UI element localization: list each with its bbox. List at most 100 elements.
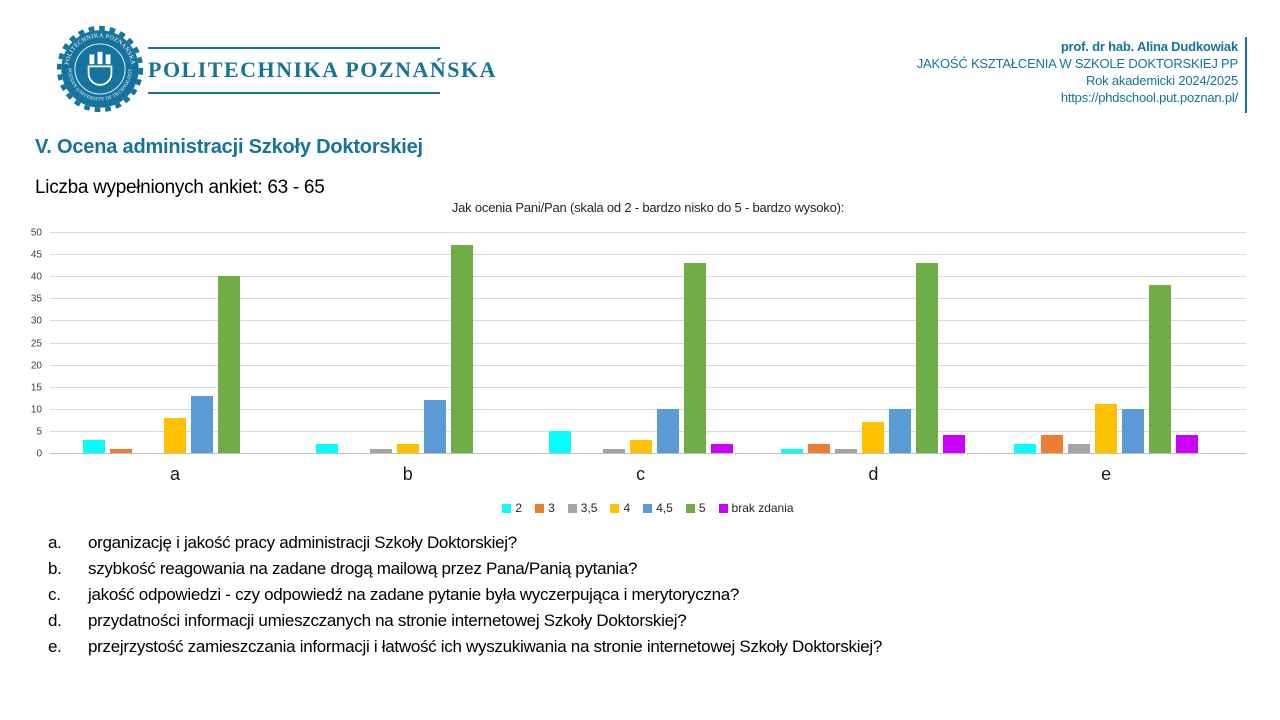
legend-item-4: 4 [610, 501, 630, 515]
university-seal-logo: POLITECHNIKA POZNAŃSKA POZNAN UNIVERSITY… [56, 25, 144, 113]
bar-d-2 [781, 448, 804, 453]
bar-e-3-5 [1068, 444, 1091, 453]
legend-label: 4 [623, 501, 631, 515]
legend-swatch-icon [502, 503, 512, 513]
legend-label: 5 [698, 501, 706, 515]
author-name: prof. dr hab. Alina Dudkowiak [1060, 39, 1238, 54]
question-row-d: d. przydatności informacji umieszczanych … [48, 608, 1248, 634]
chart-title: Jak ocenia Pani/Pan (skala od 2 - bardzo… [451, 200, 845, 215]
gridline-15 [50, 386, 1246, 388]
bar-e-4-5 [1122, 408, 1145, 453]
y-tick-label-40: 40 [30, 271, 42, 283]
seal-crest-icon [87, 51, 113, 86]
question-row-e: e. przejrzystość zamieszczania informacji… [48, 634, 1248, 660]
legend-item-brak-zdania: brak zdania [718, 501, 794, 515]
course-title: JAKOŚĆ KSZTAŁCENIA W SZKOLE DOKTORSKIEJ … [916, 56, 1238, 71]
chart-x-axis: a b c d e [50, 464, 1246, 488]
gridline-50 [50, 232, 1246, 233]
gridline-0 [50, 453, 1246, 454]
legend-swatch-icon [610, 503, 620, 513]
header-info: prof. dr hab. Alina Dudkowiak JAKOŚĆ KSZ… [917, 38, 1238, 106]
bar-e-5 [1149, 285, 1172, 453]
gridline-5 [50, 430, 1246, 432]
bar-e-3 [1041, 435, 1064, 453]
bar-d-3 [808, 444, 831, 453]
legend-swatch-icon [718, 503, 728, 513]
y-tick-label-5: 5 [36, 426, 42, 438]
bar-a-4-5 [191, 395, 213, 453]
x-category-label-a: a [169, 464, 180, 484]
question-text: organizację i jakość pracy administracji… [88, 533, 517, 552]
y-tick-label-0: 0 [36, 448, 42, 460]
legend-swatch-icon [535, 503, 545, 513]
x-category-label-d: d [868, 464, 879, 484]
y-tick-label-10: 10 [30, 404, 42, 416]
x-category-label-b: b [402, 464, 413, 484]
question-label: a. [48, 533, 62, 552]
bar-d-brak-zdania [943, 435, 966, 453]
bar-b-4 [396, 444, 419, 453]
legend-item-3-5: 3,5 [567, 501, 598, 515]
legend-item-4-5: 4,5 [643, 501, 673, 515]
question-row-b: b. szybkość reagowania na zadane drogą ma… [48, 556, 1248, 582]
question-label: e. [48, 637, 62, 656]
gridline-10 [50, 408, 1246, 410]
legend-label: 3,5 [580, 501, 598, 515]
legend-label: 3 [548, 501, 555, 515]
legend-item-5: 5 [685, 501, 706, 515]
school-url-link[interactable]: https://phdschool.put.poznan.pl/ [1060, 90, 1238, 105]
bar-e-4 [1095, 404, 1118, 453]
chart-legend: 2 3 3,5 4 4,5 5 brak zdania [50, 501, 1246, 515]
gridline-40 [50, 276, 1246, 278]
bar-c-2 [548, 430, 571, 453]
bar-c-5 [683, 262, 706, 453]
legend-label: 4,5 [656, 501, 673, 515]
y-tick-label-30: 30 [30, 315, 42, 327]
bar-c-4 [629, 439, 652, 453]
header-divider [1245, 37, 1247, 113]
y-tick-label-15: 15 [30, 382, 42, 394]
bar-a-2 [83, 439, 105, 453]
bar-e-2 [1014, 444, 1037, 453]
legend-swatch-icon [685, 503, 695, 513]
bar-d-4-5 [889, 408, 912, 453]
bar-b-2 [315, 444, 338, 453]
survey-count-text: Liczba wypełnionych ankiet: 63 - 65 [35, 177, 325, 198]
bar-d-5 [916, 262, 939, 453]
gridline-35 [50, 298, 1246, 300]
bar-b-4-5 [423, 399, 446, 453]
legend-swatch-icon [643, 503, 653, 513]
gridline-20 [50, 364, 1246, 366]
bar-b-3-5 [369, 448, 392, 453]
legend-item-3: 3 [535, 501, 555, 515]
y-tick-label-35: 35 [30, 293, 42, 305]
x-category-label-c: c [636, 464, 646, 484]
question-text: szybkość reagowania na zadane drogą mail… [88, 559, 638, 578]
gridline-30 [50, 320, 1246, 322]
question-text: jakość odpowiedzi - czy odpowiedź na zad… [88, 585, 740, 604]
bar-b-5 [450, 245, 473, 453]
legend-swatch-icon [567, 503, 577, 513]
legend-item-2: 2 [502, 501, 522, 515]
gridline-25 [50, 342, 1246, 344]
bar-d-4 [862, 422, 885, 453]
legend-label: 2 [515, 501, 523, 515]
bar-e-brak-zdania [1176, 435, 1199, 453]
chart-plot [50, 232, 1246, 454]
bar-c-4-5 [656, 408, 679, 453]
question-row-c: c. jakość odpowiedzi - czy odpowiedź na z… [48, 582, 1248, 608]
y-tick-label-20: 20 [30, 360, 42, 372]
y-tick-label-25: 25 [30, 338, 42, 349]
bar-d-3-5 [835, 448, 858, 453]
y-tick-label-45: 45 [30, 249, 42, 261]
bar-a-4 [164, 417, 186, 453]
y-tick-label-50: 50 [30, 227, 42, 239]
question-text: przejrzystość zamieszczania informacji i… [88, 637, 882, 656]
x-category-label-e: e [1101, 464, 1112, 484]
question-label: c. [48, 585, 61, 604]
university-wordmark: POLITECHNIKA POZNAŃSKA [148, 47, 496, 94]
page-title: V. Ocena administracji Szkoły Doktorskie… [35, 136, 423, 158]
bar-a-3 [110, 448, 132, 453]
question-text: przydatności informacji umieszczanych na… [88, 611, 687, 630]
